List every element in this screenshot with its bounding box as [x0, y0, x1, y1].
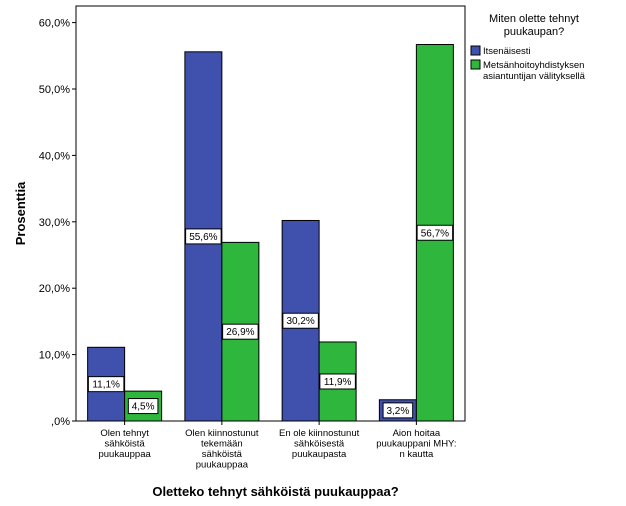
x-tick-label: puukauppani MHY:	[376, 439, 456, 450]
x-tick-label: puukauppaa	[98, 449, 151, 460]
y-tick-label: 10,0%	[39, 350, 70, 362]
data-label: 30,2%	[286, 316, 314, 327]
legend-swatch-1	[470, 59, 481, 70]
y-tick-label: 50,0%	[39, 84, 70, 96]
x-tick-label: puukaupasta	[292, 449, 347, 460]
data-label: 11,9%	[324, 377, 352, 388]
legend-label: Metsänhoitoyhdistyksen	[483, 60, 584, 71]
y-tick-label: 30,0%	[39, 217, 70, 229]
legend-title: puukaupan?	[504, 26, 565, 38]
x-axis-title: Oletteko tehnyt sähköistä puukauppaa?	[152, 484, 398, 499]
legend-label: asiantuntijan välityksellä	[483, 71, 586, 82]
data-label-box	[127, 398, 159, 415]
legend-title: Miten olette tehnyt	[489, 13, 579, 25]
y-tick-label: ,0%	[51, 416, 70, 428]
data-label-box	[87, 376, 125, 393]
x-tick-label: Olen tehnyt	[100, 428, 149, 439]
x-tick-label: n kautta	[399, 449, 434, 460]
data-label: 3,2%	[386, 406, 409, 417]
data-label-box	[382, 402, 414, 419]
data-label: 56,7%	[421, 228, 449, 239]
data-label: 26,9%	[226, 327, 254, 338]
data-label-box	[416, 224, 454, 241]
data-label-box	[222, 323, 259, 340]
y-axis-title: Prosenttia	[13, 181, 28, 245]
data-label: 55,6%	[189, 232, 217, 243]
x-tick-label: puukauppaa	[196, 460, 249, 471]
data-label-box	[185, 228, 222, 245]
x-tick-label: sähköistä	[202, 449, 243, 460]
x-tick-label: sähköistä	[105, 439, 146, 450]
data-label: 4,5%	[132, 402, 155, 413]
legend-label: Itsenäisesti	[483, 46, 531, 57]
data-label-box	[282, 312, 319, 329]
data-label-box	[319, 373, 356, 390]
plot-frame	[75, 5, 466, 422]
x-tick-label: sähköisestä	[294, 439, 345, 450]
legend-swatch-0	[470, 45, 481, 56]
data-label: 11,1%	[92, 380, 120, 391]
x-tick-label: En ole kiinnostunut	[279, 428, 360, 439]
y-tick-label: 20,0%	[39, 283, 70, 295]
y-tick-label: 60,0%	[39, 18, 70, 30]
x-tick-label: Aion hoitaa	[393, 428, 441, 439]
x-tick-label: Olen kiinnostunut	[185, 428, 259, 439]
y-tick-label: 40,0%	[39, 150, 70, 162]
x-tick-label: tekemään	[201, 439, 243, 450]
